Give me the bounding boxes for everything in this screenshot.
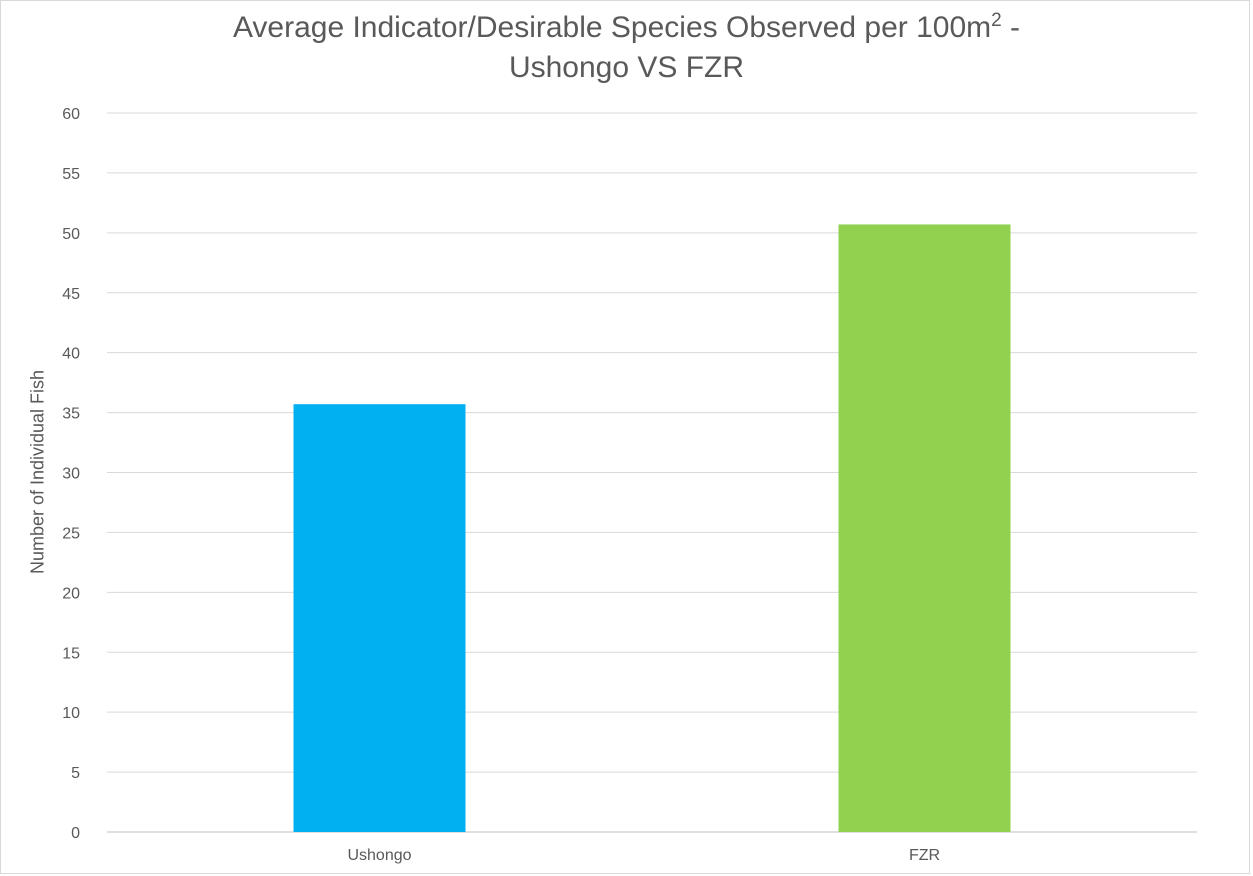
bar-ushongo: [293, 404, 466, 832]
y-tick-label: 25: [62, 525, 80, 542]
y-tick-label: 60: [62, 106, 80, 123]
y-tick-label: 0: [71, 825, 80, 842]
y-tick-label: 55: [62, 166, 80, 183]
y-tick-labels: 0 5 10 15 20 25 30 35 40 45 50 55 60: [62, 106, 80, 842]
y-tick-label: 30: [62, 466, 80, 483]
y-tick-label: 45: [62, 286, 80, 303]
y-tick-label: 10: [62, 705, 80, 722]
x-tick-label: FZR: [909, 847, 940, 864]
y-tick-label: 35: [62, 406, 80, 423]
bar-fzr: [838, 224, 1011, 832]
chart-title-main: Average Indicator/Desirable Species Obse…: [232, 11, 992, 44]
x-tick-label: Ushongo: [347, 847, 411, 864]
chart-title: Average Indicator/Desirable Species Obse…: [0, 8, 1253, 88]
y-tick-label: 5: [71, 765, 80, 782]
y-tick-label: 50: [62, 226, 80, 243]
chart-title-superscript: 2: [991, 10, 1002, 31]
bars: [293, 224, 1011, 832]
gridlines: [107, 112, 1197, 833]
y-tick-label: 20: [62, 585, 80, 602]
y-tick-label: 40: [62, 346, 80, 363]
y-tick-label: 15: [62, 645, 80, 662]
x-tick-labels: Ushongo FZR: [347, 847, 940, 864]
chart-title-line2: Ushongo VS FZR: [508, 51, 745, 84]
chart-title-suffix: -: [1001, 11, 1021, 44]
